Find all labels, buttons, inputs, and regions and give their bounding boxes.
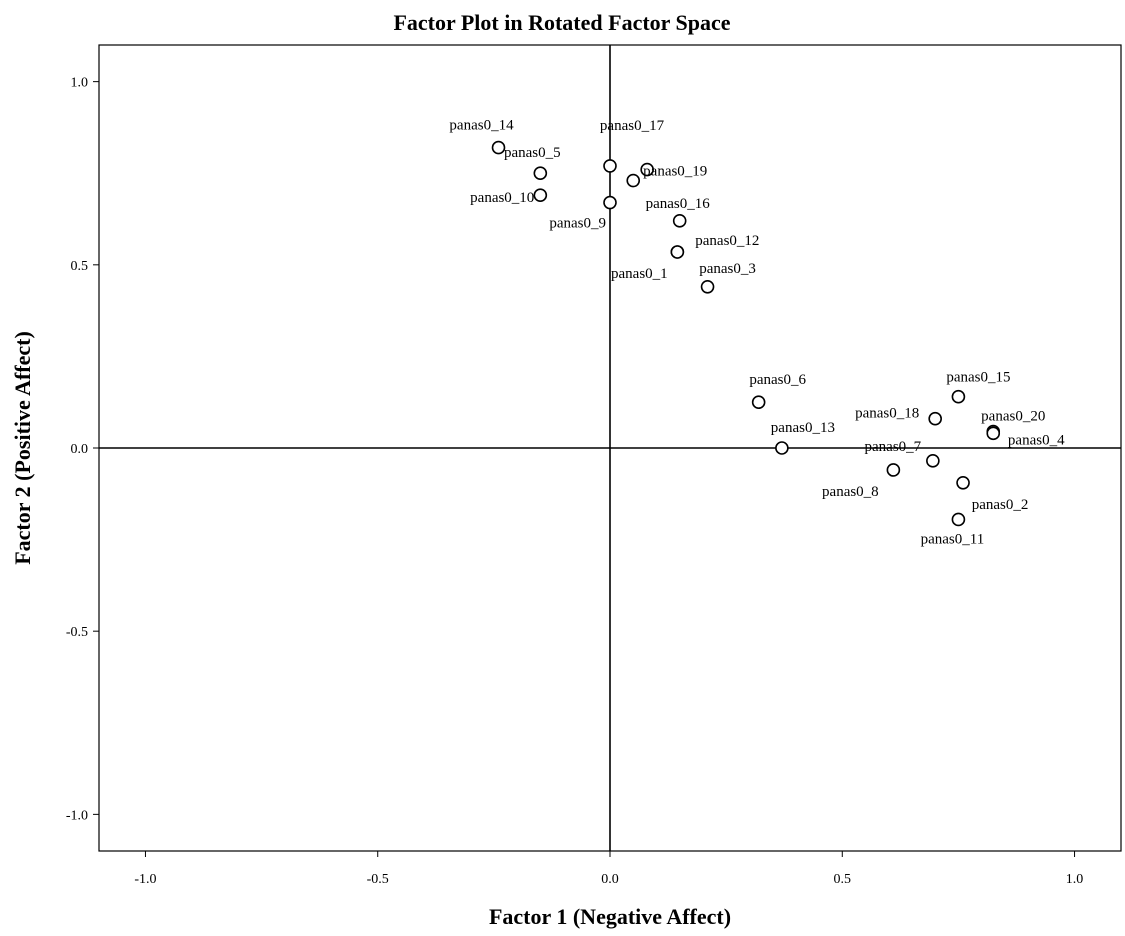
y-tick-label: 0.5	[71, 259, 89, 274]
x-axis-title: Factor 1 (Negative Affect)	[489, 904, 731, 929]
data-point	[951, 389, 966, 404]
chart-title: Factor Plot in Rotated Factor Space	[393, 10, 730, 35]
point-label: panas0_5	[504, 145, 561, 161]
data-point	[775, 441, 789, 455]
data-points: panas0_14 panas0_5 panas0_10 panas0_17panas…	[449, 118, 1065, 548]
point-label: panas0_20	[981, 409, 1045, 425]
x-tick-label: 1.0	[1066, 872, 1084, 887]
data-point	[603, 159, 617, 173]
point-label: panas0_12	[695, 233, 759, 249]
data-point	[603, 195, 617, 210]
y-axis-title: Factor 2 (Positive Affect)	[10, 331, 35, 565]
data-point	[533, 166, 548, 181]
y-tick-label: 1.0	[71, 76, 89, 91]
data-point	[700, 279, 715, 294]
reference-lines	[99, 45, 1121, 851]
x-tick-label: -0.5	[367, 872, 389, 887]
data-point	[640, 162, 654, 177]
data-point	[928, 411, 942, 426]
data-point	[751, 395, 766, 410]
point-label: panas0_8	[822, 484, 879, 500]
data-point	[951, 512, 966, 527]
point-label: panas0_18	[855, 406, 919, 422]
point-label: panas0_2	[972, 497, 1029, 513]
y-tick-label: -1.0	[66, 808, 88, 823]
y-tick-label: 0.0	[71, 442, 89, 457]
point-label: panas0_3	[699, 261, 756, 277]
data-point	[886, 463, 901, 477]
point-label: panas0_15	[946, 370, 1010, 386]
data-point	[491, 140, 506, 155]
data-point	[956, 476, 970, 490]
y-tick-label: -0.5	[66, 625, 88, 640]
x-tick-label: 0.5	[834, 872, 852, 887]
point-label: panas0_13	[771, 420, 835, 436]
data-point	[926, 454, 940, 468]
point-label: panas0_14	[449, 118, 514, 134]
point-label: panas0_9	[549, 216, 606, 232]
data-point	[986, 426, 1001, 441]
point-label: panas0_4	[1008, 432, 1065, 448]
data-point	[533, 188, 548, 203]
point-label: panas0_19	[643, 164, 707, 180]
point-label: panas0_7	[865, 439, 922, 455]
point-label: panas0_6	[749, 372, 806, 388]
point-label: panas0_1	[611, 266, 668, 282]
axis-ticks: -1.0 -0.5 0.0 0.5 1.0 1.0 0.5 0.0 -0.5 -1.0	[66, 76, 1083, 887]
data-point	[672, 214, 687, 228]
x-tick-label: -1.0	[134, 872, 156, 887]
x-tick-label: 0.0	[601, 872, 619, 887]
point-label: panas0_17	[600, 118, 665, 134]
data-point	[670, 245, 685, 259]
point-label: panas0_10	[470, 190, 534, 206]
point-label: panas0_16	[646, 196, 711, 212]
data-point	[626, 173, 641, 188]
point-label: panas0_11	[921, 531, 985, 547]
